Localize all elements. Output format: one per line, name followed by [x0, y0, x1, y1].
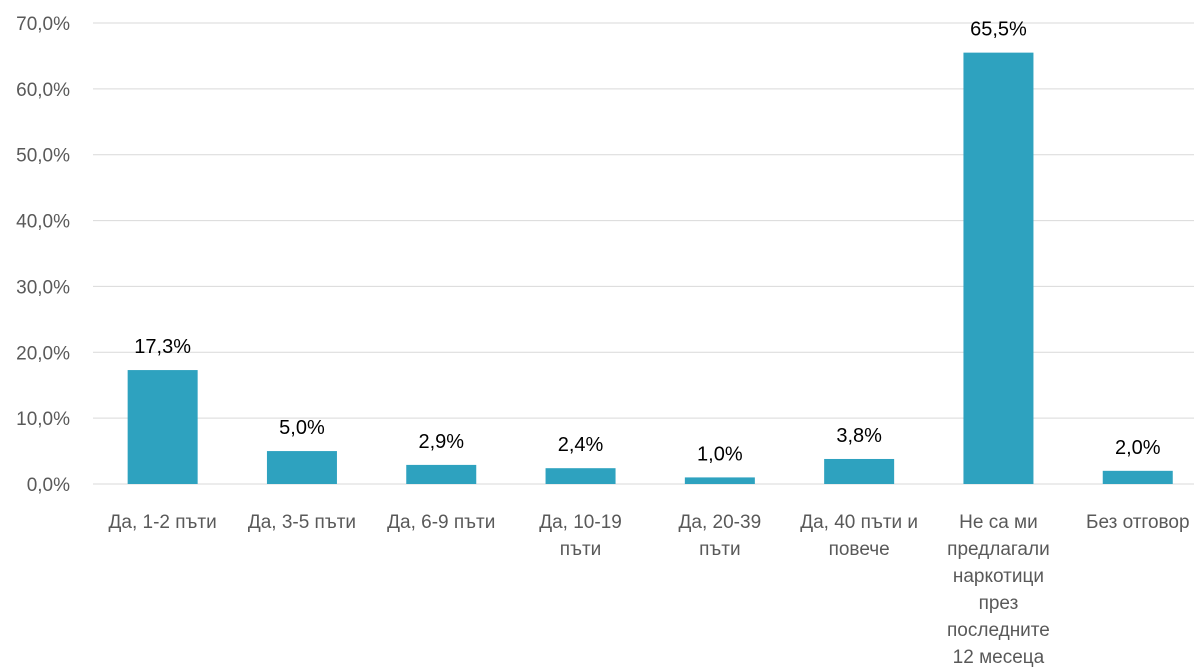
bar: [406, 464, 477, 484]
data-labels: 17,3% 5,0% 2,9% 2,4% 1,0% 3,8% 65,5% 2,0%: [134, 19, 1160, 466]
y-tick-label: 10,0%: [16, 409, 70, 430]
bar: [824, 458, 895, 484]
bar: [266, 451, 337, 484]
data-label: 2,9%: [418, 431, 464, 453]
data-label: 1,0%: [697, 443, 743, 465]
bars: [127, 52, 1173, 485]
data-label: 3,8%: [836, 425, 882, 447]
y-tick-label: 0,0%: [27, 475, 70, 496]
x-category-label: Да, 40 пъти и повече: [800, 512, 918, 560]
data-label: 5,0%: [279, 417, 325, 439]
y-axis-tick-labels: 0,0% 10,0% 20,0% 30,0% 40,0% 50,0% 60,0% 70,0%: [16, 14, 70, 496]
x-category-label: Да, 3-5 пъти: [248, 512, 356, 533]
y-tick-label: 60,0%: [16, 80, 70, 101]
data-label: 17,3%: [134, 336, 191, 358]
y-tick-label: 70,0%: [16, 14, 70, 35]
bar: [127, 370, 198, 484]
y-tick-label: 30,0%: [16, 277, 70, 298]
x-category-label: Да, 10-19 пъти: [539, 512, 622, 560]
data-label: 2,0%: [1115, 437, 1161, 459]
data-label: 65,5%: [970, 19, 1027, 41]
x-category-label: Да, 1-2 пъти: [109, 512, 217, 533]
y-tick-label: 50,0%: [16, 146, 70, 167]
bar: [1102, 470, 1173, 484]
y-tick-label: 20,0%: [16, 343, 70, 364]
data-label: 2,4%: [558, 434, 604, 456]
bar: [963, 52, 1034, 485]
x-category-label: Да, 20-39 пъти: [679, 512, 762, 560]
y-tick-label: 40,0%: [16, 212, 70, 233]
x-category-label: Да, 6-9 пъти: [387, 512, 495, 533]
bar: [684, 477, 755, 484]
bar: [545, 468, 616, 484]
gridlines: [93, 22, 1194, 485]
x-category-label: Не са ми предлагали наркотици през последнит…: [947, 512, 1050, 668]
x-axis-category-labels: Да, 1-2 пъти Да, 3-5 пъти Да, 6-9 пъти Да, …: [109, 512, 1190, 668]
x-category-label: Без отговор: [1086, 512, 1190, 533]
